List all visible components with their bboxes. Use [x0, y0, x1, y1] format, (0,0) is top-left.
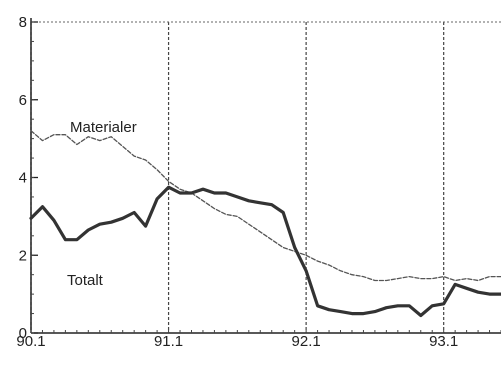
x-tick-label-91-1: 91.1 — [154, 333, 183, 350]
tick-labels: 0 2 4 6 8 90.1 91.1 92.1 93.1 — [16, 14, 458, 350]
series-annotations: Materialer Totalt — [67, 119, 137, 289]
y-tick-label-0: 0 — [19, 325, 27, 342]
axes — [30, 18, 501, 334]
series-lines — [29, 130, 501, 318]
series-line-materialer — [30, 130, 501, 282]
y-tick-label-8: 8 — [19, 14, 27, 31]
y-tick-label-4: 4 — [19, 170, 27, 187]
y-tick-label-6: 6 — [19, 92, 27, 109]
totalt-label: Totalt — [67, 272, 104, 289]
series-line-totalt — [29, 185, 501, 318]
y-tick-label-2: 2 — [19, 247, 27, 264]
materialer-label: Materialer — [70, 119, 137, 136]
x-tick-label-93-1: 93.1 — [429, 333, 458, 350]
x-tick-label-92-1: 92.1 — [292, 333, 321, 350]
x-tick-label-90-1: 90.1 — [16, 333, 45, 350]
